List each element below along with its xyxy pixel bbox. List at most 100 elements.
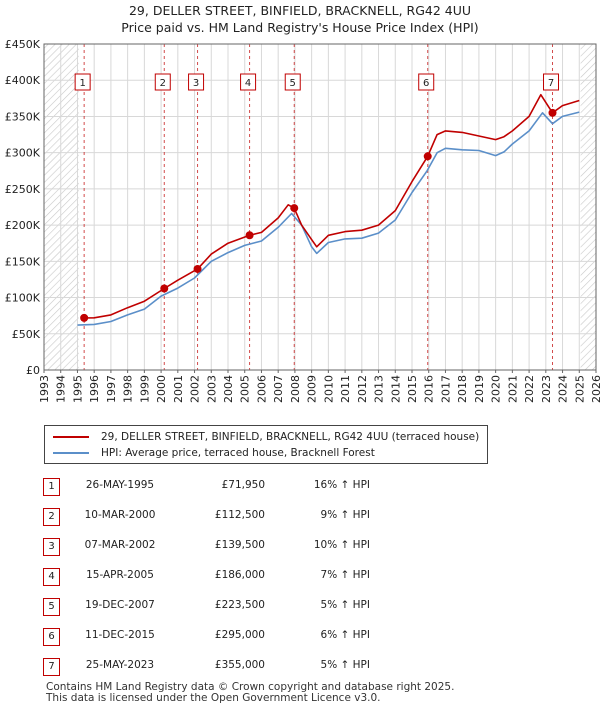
x-tick-label: 2018 [456, 375, 469, 403]
x-tick-label: 2001 [172, 375, 185, 403]
sale-label-3: 3 [193, 78, 199, 89]
sale-label-box-6 [418, 73, 435, 91]
chart-title-line2: Price paid vs. HM Land Registry's House … [121, 20, 479, 35]
sale-point-2 [160, 284, 169, 293]
x-tick-label: 2022 [523, 375, 536, 403]
sale-number: 1 [43, 478, 60, 496]
sale-number: 6 [43, 628, 60, 646]
sale-number: 7 [43, 658, 60, 676]
sale-label-box-2 [154, 73, 171, 91]
sale-price: £355,000 [214, 659, 265, 671]
x-tick-label: 2005 [239, 375, 252, 403]
legend: 29, DELLER STREET, BINFIELD, BRACKNELL, … [44, 425, 488, 464]
sale-point-6 [423, 152, 432, 161]
sale-price: £186,000 [214, 569, 265, 581]
sale-date: 15-APR-2005 [86, 569, 154, 581]
table-row: 4 15-APR-2005 £186,000 7% ↑ HPI [0, 560, 600, 590]
y-tick-label: £350K [5, 110, 41, 123]
x-tick-label: 2006 [255, 375, 268, 403]
x-tick-label: 1993 [38, 375, 51, 403]
y-tick-label: £50K [12, 328, 41, 341]
sale-label-box-7 [543, 73, 560, 91]
x-tick-label: 2014 [389, 375, 402, 403]
x-tick-label: 2000 [155, 375, 168, 403]
sale-price: £223,500 [214, 599, 265, 611]
y-tick-label: £450K [5, 38, 41, 51]
legend-swatch-property [53, 436, 89, 438]
sale-label-1: 1 [79, 78, 85, 89]
x-tick-label: 2013 [373, 375, 386, 403]
x-tick-label: 2009 [306, 375, 319, 403]
sale-date: 11-DEC-2015 [85, 629, 155, 641]
sale-label-box-3 [188, 73, 205, 91]
table-row: 7 25-MAY-2023 £355,000 5% ↑ HPI [0, 650, 600, 680]
sale-date: 07-MAR-2002 [84, 539, 156, 551]
sale-price: £295,000 [214, 629, 265, 641]
sale-label-7: 7 [548, 78, 554, 89]
sale-date: 25-MAY-2023 [85, 659, 155, 671]
sale-label-4: 4 [245, 78, 251, 89]
sale-label-box-5 [284, 73, 301, 91]
x-tick-label: 1997 [105, 375, 118, 403]
legend-label-property: 29, DELLER STREET, BINFIELD, BRACKNELL, … [101, 431, 480, 443]
sale-price: £112,500 [214, 509, 265, 521]
x-tick-label: 2024 [557, 375, 570, 403]
sale-marker-lines [83, 44, 554, 370]
x-tick-label: 2025 [573, 375, 586, 403]
sale-price: £71,950 [221, 479, 265, 491]
sale-hpi-diff: 9% ↑ HPI [320, 509, 370, 521]
x-tick-label: 2021 [506, 375, 519, 403]
sale-point-1 [80, 313, 89, 322]
axes: £0 £50K £100K £150K £200K £250K £300K £350K £400… [5, 38, 600, 403]
x-tick-label: 2012 [356, 375, 369, 403]
y-tick-label: £400K [5, 74, 41, 87]
sale-point-3 [193, 264, 202, 273]
chart-title: 29, DELLER STREET, BINFIELD, BRACKNELL, … [0, 2, 600, 36]
chart-title-line1: 29, DELLER STREET, BINFIELD, BRACKNELL, … [128, 3, 472, 18]
x-tick-label: 2007 [272, 375, 285, 403]
sale-number: 3 [43, 538, 60, 556]
table-row: 2 10-MAR-2000 £112,500 9% ↑ HPI [0, 500, 600, 530]
sale-point-5 [290, 204, 299, 213]
footer-line2: This data is licensed under the Open Gov… [46, 692, 381, 704]
hatched-region [580, 44, 596, 370]
legend-item-hpi: HPI: Average price, terraced house, Brac… [53, 445, 375, 461]
sale-price: £139,500 [214, 539, 265, 551]
x-tick-label: 2015 [406, 375, 419, 403]
x-tick-label: 2017 [439, 375, 452, 403]
y-tick-label: £300K [5, 147, 41, 160]
sale-labels: 1 2 3 4 5 6 7 [74, 73, 560, 91]
sale-number: 2 [43, 508, 60, 526]
sale-hpi-diff: 16% ↑ HPI [313, 479, 370, 491]
x-tick-label: 2002 [189, 375, 202, 403]
hatched-region [44, 44, 79, 370]
sale-points [80, 108, 557, 322]
y-tick-label: £150K [5, 255, 41, 268]
table-row: 1 26-MAY-1995 £71,950 16% ↑ HPI [0, 470, 600, 500]
x-tick-label: 1995 [71, 375, 84, 403]
x-tick-label: 2016 [423, 375, 436, 403]
series-line-property [84, 93, 580, 319]
x-tick-label: 2026 [590, 375, 600, 403]
x-tick-label: 2003 [205, 375, 218, 403]
series-lines [77, 93, 580, 326]
x-tick-label: 2008 [289, 375, 302, 403]
x-tick-label: 2023 [540, 375, 553, 403]
x-tick-label: 2011 [339, 375, 352, 403]
x-tick-label: 2004 [222, 375, 235, 403]
legend-label-hpi: HPI: Average price, terraced house, Brac… [101, 447, 375, 459]
sale-date: 19-DEC-2007 [85, 599, 155, 611]
legend-swatch-hpi [53, 452, 89, 454]
table-row: 3 07-MAR-2002 £139,500 10% ↑ HPI [0, 530, 600, 560]
sale-hpi-diff: 6% ↑ HPI [320, 629, 370, 641]
sale-hpi-diff: 5% ↑ HPI [320, 599, 370, 611]
plot-frame [43, 43, 597, 371]
sale-point-4 [245, 231, 254, 240]
sale-date: 26-MAY-1995 [85, 479, 155, 491]
x-tick-label: 1998 [122, 375, 135, 403]
y-tick-label: £100K [5, 292, 41, 305]
x-tick-label: 2019 [473, 375, 486, 403]
sale-label-box-1 [74, 73, 91, 91]
table-row: 5 19-DEC-2007 £223,500 5% ↑ HPI [0, 590, 600, 620]
